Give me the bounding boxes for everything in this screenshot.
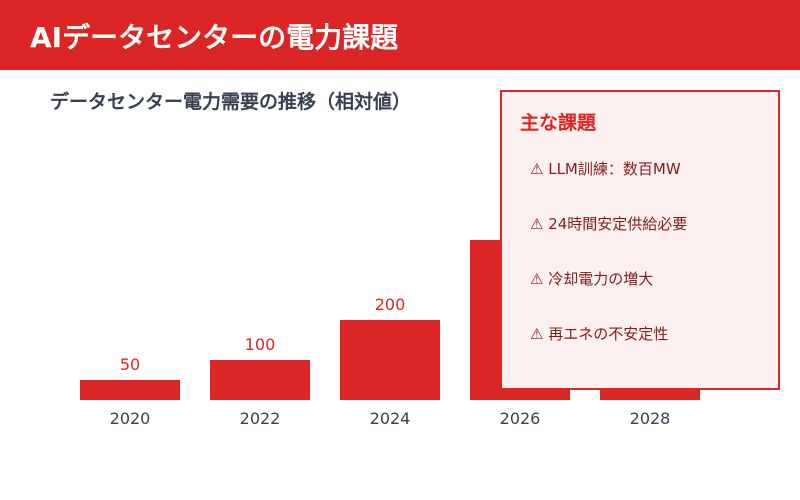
bar [80, 380, 180, 400]
chart-title: データセンター電力需要の推移（相対値） [50, 90, 411, 113]
value-label: 100 [245, 335, 276, 354]
callout-item: ⚠ 再エネの不安定性 [530, 325, 669, 343]
value-label: 200 [375, 295, 406, 314]
bar [210, 360, 310, 400]
callout-item: ⚠ 24時間安定供給必要 [530, 215, 688, 233]
callout-title: 主な課題 [520, 112, 597, 134]
x-tick-label: 2020 [110, 409, 151, 428]
callout: 主な課題 ⚠ LLM訓練：数百MW ⚠ 24時間安定供給必要 ⚠ 冷却電力の増大 ⚠ … [500, 90, 780, 390]
bar [340, 320, 440, 400]
x-tick-label: 2024 [370, 409, 411, 428]
value-label: 50 [120, 355, 140, 374]
x-tick-label: 2028 [630, 409, 671, 428]
callout-item: ⚠ LLM訓練：数百MW [530, 160, 681, 178]
header-title: AIデータセンターの電力課題 [30, 21, 399, 54]
header: AIデータセンターの電力課題 [0, 0, 800, 70]
x-tick-label: 2026 [500, 409, 541, 428]
callout-item: ⚠ 冷却電力の増大 [530, 270, 654, 288]
x-tick-label: 2022 [240, 409, 281, 428]
